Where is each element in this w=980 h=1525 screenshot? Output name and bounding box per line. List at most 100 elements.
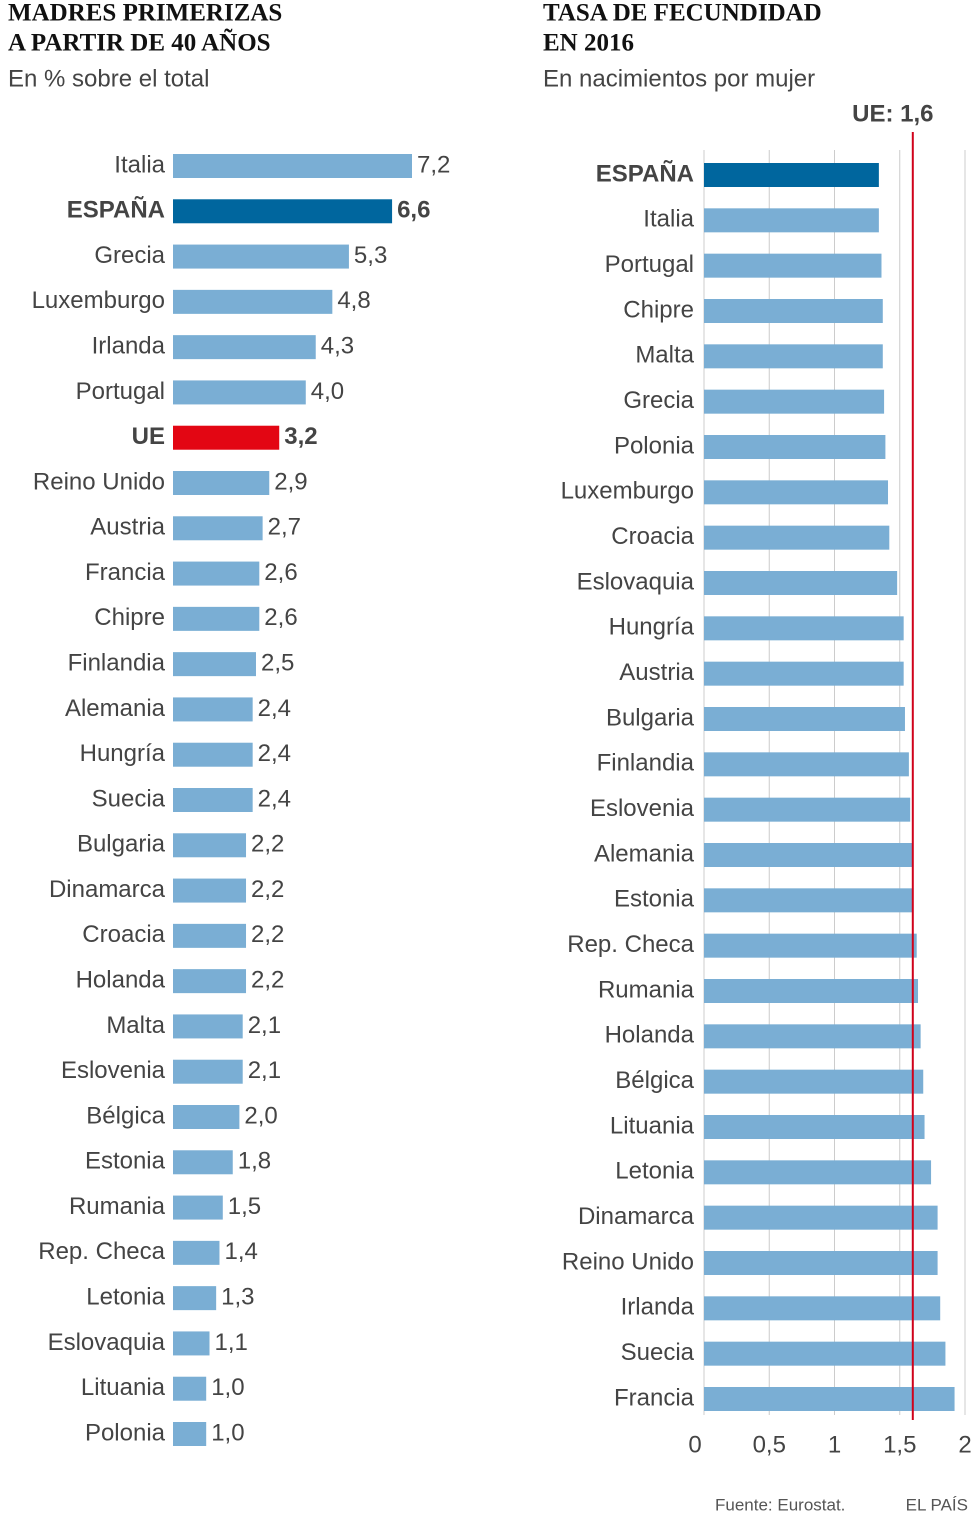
- bar: [704, 253, 882, 278]
- chart-title: EN 2016: [543, 30, 634, 57]
- bar: [704, 843, 913, 867]
- bar: [173, 335, 316, 360]
- bar: [173, 1240, 220, 1265]
- category-label: Finlandia: [597, 750, 695, 777]
- category-label: Eslovenia: [590, 795, 695, 822]
- bar: [173, 516, 263, 541]
- bar: [704, 752, 909, 777]
- value-label: 3,2: [284, 423, 317, 450]
- category-label: Rumania: [598, 976, 695, 1003]
- category-label: Finlandia: [68, 649, 166, 676]
- chart-title: A PARTIR DE 40 AÑOS: [8, 29, 271, 57]
- bar: [704, 616, 904, 641]
- bar: [704, 1387, 955, 1411]
- bar: [704, 707, 905, 731]
- category-label: Italia: [114, 151, 165, 178]
- chart-title: TASA DE FECUNDIDAD: [543, 0, 822, 27]
- category-label: Lituania: [81, 1374, 166, 1401]
- category-label: Croacia: [611, 523, 694, 550]
- bar: [704, 888, 913, 913]
- bar: [704, 480, 889, 505]
- category-label: Austria: [90, 514, 165, 541]
- category-label: Suecia: [92, 785, 166, 812]
- bar: [173, 289, 333, 314]
- chart-subtitle: En nacimientos por mujer: [543, 65, 815, 92]
- category-label: Bulgaria: [606, 704, 695, 731]
- value-label: 2,6: [264, 559, 297, 586]
- bar: [173, 244, 349, 269]
- bar: [173, 788, 253, 812]
- category-label: Alemania: [65, 695, 166, 722]
- category-label: Hungría: [609, 614, 695, 641]
- category-label: Estonia: [85, 1148, 166, 1175]
- category-label: UE: [132, 423, 165, 450]
- category-label: Francia: [85, 559, 166, 586]
- category-label: Polonia: [614, 432, 695, 459]
- x-tick-label: 0: [688, 1431, 701, 1458]
- bar: [173, 923, 247, 948]
- category-label: Reino Unido: [562, 1248, 694, 1275]
- category-label: Alemania: [594, 840, 695, 867]
- category-label: Dinamarca: [49, 876, 166, 903]
- category-label: Chipre: [94, 604, 165, 631]
- category-label: Estonia: [614, 886, 695, 913]
- value-label: 4,0: [311, 378, 344, 405]
- bar: [173, 199, 393, 224]
- category-label: Reino Unido: [33, 468, 165, 495]
- value-label: 2,4: [258, 740, 291, 767]
- value-label: 1,4: [224, 1238, 257, 1265]
- category-label: ESPAÑA: [596, 159, 694, 187]
- bar: [173, 154, 412, 178]
- category-label: Luxemburgo: [561, 478, 694, 505]
- chart-title: MADRES PRIMERIZAS: [8, 0, 282, 27]
- category-label: Malta: [635, 342, 694, 369]
- category-label: Portugal: [76, 378, 165, 405]
- bar: [704, 1341, 946, 1366]
- bar: [704, 797, 911, 822]
- bar: [173, 1195, 223, 1220]
- value-label: 1,0: [211, 1374, 244, 1401]
- category-label: Eslovaquia: [48, 1329, 166, 1356]
- value-label: 2,7: [268, 514, 301, 541]
- value-label: 2,0: [244, 1102, 277, 1129]
- value-label: 5,3: [354, 242, 387, 269]
- category-label: Rumania: [69, 1193, 166, 1220]
- bar: [704, 389, 885, 414]
- bar: [704, 299, 883, 323]
- bar: [704, 661, 904, 686]
- bar: [173, 380, 306, 405]
- chart-subtitle: En % sobre el total: [8, 65, 209, 92]
- category-label: Letonia: [86, 1283, 165, 1310]
- x-tick-label: 1,5: [883, 1431, 916, 1458]
- value-label: 2,1: [248, 1057, 281, 1084]
- category-label: Bélgica: [86, 1102, 165, 1129]
- value-label: 2,9: [274, 468, 307, 495]
- category-label: Hungría: [80, 740, 166, 767]
- value-label: 1,3: [221, 1283, 254, 1310]
- value-label: 7,2: [417, 151, 450, 178]
- bar: [704, 1069, 924, 1094]
- value-label: 4,3: [321, 332, 354, 359]
- category-label: Lituania: [610, 1112, 695, 1139]
- bar: [173, 1150, 233, 1175]
- bar: [704, 1024, 921, 1049]
- value-label: 6,6: [397, 197, 430, 224]
- category-label: Holanda: [76, 966, 166, 993]
- bar: [173, 471, 270, 495]
- category-label: Malta: [106, 1012, 165, 1039]
- bar: [173, 1376, 207, 1401]
- category-label: Grecia: [94, 242, 165, 269]
- category-label: Luxemburgo: [32, 287, 165, 314]
- category-label: Irlanda: [92, 332, 166, 359]
- category-label: Dinamarca: [578, 1203, 695, 1230]
- category-label: Bélgica: [615, 1067, 694, 1094]
- bar: [173, 606, 260, 631]
- value-label: 2,2: [251, 876, 284, 903]
- bar: [704, 344, 883, 369]
- bar: [173, 561, 260, 586]
- bar: [704, 571, 898, 595]
- category-label: ESPAÑA: [67, 196, 165, 224]
- category-label: Eslovaquia: [577, 568, 695, 595]
- x-tick-label: 1: [828, 1431, 841, 1458]
- bar: [704, 1296, 941, 1321]
